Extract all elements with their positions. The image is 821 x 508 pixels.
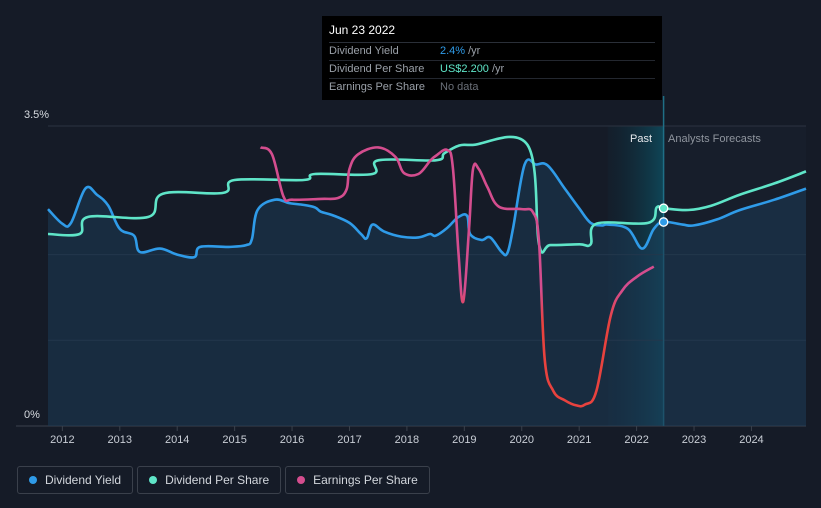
x-tick-label: 2013: [108, 434, 132, 446]
x-tick-label: 2023: [682, 434, 706, 446]
y-label-bottom: 0%: [24, 409, 40, 421]
x-tick-label: 2016: [280, 434, 304, 446]
x-tick-label: 2019: [452, 434, 476, 446]
dividend-yield-line: [47, 158, 807, 259]
tooltip-row-earnings-per-share: Earnings Per Share No data: [329, 79, 655, 96]
dividend-per-share-dot-icon: [149, 476, 158, 484]
forecast-label: Analysts Forecasts: [668, 133, 761, 145]
dividend-yield-dot-icon: [29, 476, 37, 484]
x-tick-label: 2018: [395, 434, 419, 446]
legend: Dividend Yield Dividend Per Share Earnin…: [17, 466, 430, 494]
dividend-per-share-marker: [658, 203, 669, 214]
tooltip-value: No data: [440, 81, 479, 93]
legend-item-dividend-per-share[interactable]: Dividend Per Share: [137, 466, 282, 494]
tooltip-date: Jun 23 2022: [329, 22, 655, 43]
tooltip-value: US$2.200: [440, 63, 489, 75]
tooltip-label: Dividend Yield: [329, 45, 399, 57]
x-tick-label: 2022: [624, 434, 648, 446]
x-tick-label: 2014: [165, 434, 189, 446]
earnings-per-share-dot-icon: [297, 476, 306, 484]
x-tick-label: 2017: [337, 434, 361, 446]
earnings-per-share-line: [259, 146, 655, 408]
legend-item-earnings-per-share[interactable]: Earnings Per Share: [285, 466, 430, 494]
x-tick-label: 2024: [739, 434, 763, 446]
x-axis-ticks: 2012 2013 2014 2015 2016 2017 2018 2019 2020 2021…: [50, 426, 764, 446]
tooltip-unit: /yr: [468, 45, 481, 57]
tooltip-row-dividend-yield: Dividend Yield 2.4% /yr: [329, 43, 655, 61]
legend-item-dividend-yield[interactable]: Dividend Yield: [17, 466, 134, 494]
x-tick-label: 2012: [50, 434, 74, 446]
legend-label: Dividend Yield: [45, 473, 122, 487]
tooltip-value: 2.4%: [440, 45, 466, 57]
x-tick-label: 2021: [567, 434, 591, 446]
legend-label: Dividend Per Share: [165, 473, 270, 487]
tooltip-unit: /yr: [491, 63, 505, 75]
dividend-yield-marker: [658, 217, 669, 227]
x-tick-label: 2020: [510, 434, 534, 446]
legend-label: Earnings Per Share: [313, 473, 418, 487]
tooltip-label: Earnings Per Share: [329, 81, 425, 93]
x-tick-label: 2015: [222, 434, 246, 446]
tooltip: Jun 23 2022 Dividend Yield 2.4% /yr Divi…: [322, 16, 662, 100]
y-label-top: 3.5%: [24, 109, 49, 121]
current-markers: [658, 203, 669, 227]
tooltip-label: Dividend Per Share: [329, 63, 425, 75]
past-label: Past: [630, 133, 652, 145]
tooltip-row-dividend-per-share: Dividend Per Share US$2.200 /yr: [329, 61, 655, 79]
